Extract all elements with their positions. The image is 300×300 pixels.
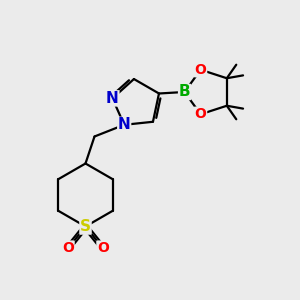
Text: O: O	[97, 241, 109, 255]
Text: O: O	[195, 63, 207, 77]
Text: S: S	[80, 219, 91, 234]
Text: O: O	[62, 241, 74, 255]
Text: B: B	[179, 85, 190, 100]
Text: O: O	[195, 107, 207, 121]
Text: N: N	[106, 91, 119, 106]
Text: N: N	[118, 117, 130, 132]
